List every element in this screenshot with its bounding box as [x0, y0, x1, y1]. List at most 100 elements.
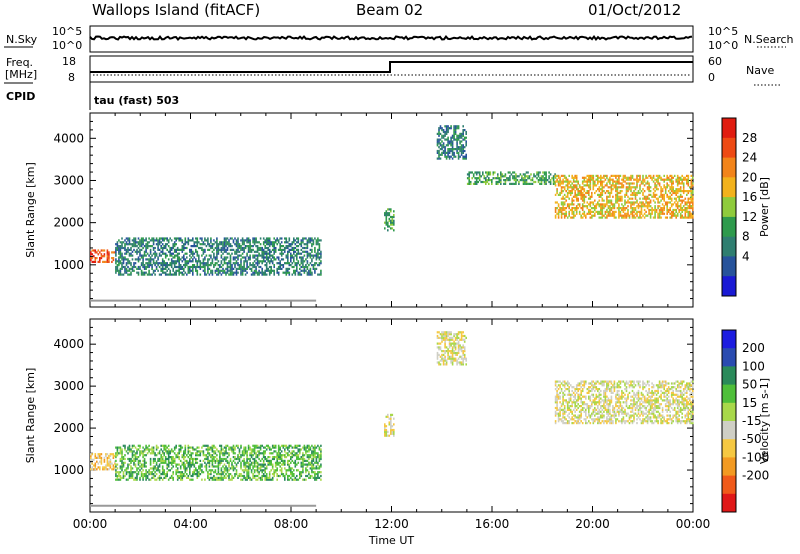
echo-cell: [581, 176, 584, 179]
echo-cell: [253, 264, 256, 267]
echo-cell: [441, 146, 443, 149]
echo-cell: [207, 452, 209, 455]
echo-cell: [90, 468, 92, 471]
echo-cell: [675, 216, 677, 219]
echo-cell: [601, 188, 604, 191]
echo-cell: [167, 465, 170, 468]
echo-cell: [216, 459, 218, 462]
echo-cell: [119, 476, 122, 479]
echo-cell: [274, 239, 277, 242]
echo-cell: [673, 174, 676, 177]
echo-cell: [317, 252, 319, 255]
echo-cell: [241, 474, 244, 478]
echo-cell: [315, 262, 318, 265]
echo-cell: [127, 265, 129, 269]
echo-cell: [202, 260, 205, 263]
echo-cell: [246, 450, 248, 453]
echo-cell: [684, 176, 687, 179]
echo-cell: [145, 265, 147, 269]
echo-cell: [639, 210, 641, 213]
echo-cell: [302, 265, 304, 269]
echo-cell: [540, 177, 543, 180]
echo-cell: [559, 207, 561, 210]
echo-cell: [157, 446, 159, 449]
echo-cell: [152, 252, 155, 255]
echo-cell: [309, 262, 312, 265]
echo-cell: [184, 452, 187, 455]
echo-cell: [243, 461, 245, 464]
echo-cell: [318, 252, 321, 255]
echo-cell: [462, 148, 464, 151]
echo-cell: [90, 462, 92, 465]
echo-cell: [169, 461, 171, 464]
echo-cell: [244, 256, 247, 259]
echo-cell: [294, 461, 297, 464]
echo-cell: [447, 144, 449, 147]
echo-cell: [247, 246, 250, 250]
echo-cell: [663, 197, 665, 200]
echo-cell: [308, 269, 310, 272]
echo-cell: [657, 201, 659, 204]
echo-cell: [288, 463, 291, 466]
echo-cell: [643, 197, 646, 200]
echo-cell: [204, 250, 206, 253]
echo-cell: [306, 474, 309, 478]
echo-cell: [210, 245, 212, 248]
echo-cell: [179, 459, 182, 462]
nave-label: Nave: [746, 64, 774, 77]
echo-cell: [676, 212, 679, 215]
echo-cell: [157, 248, 159, 251]
echo-cell: [264, 478, 266, 481]
echo-cell: [450, 125, 452, 128]
echo-cell: [256, 262, 259, 265]
echo-cell: [591, 210, 593, 213]
echo-cell: [591, 201, 593, 204]
echo-cell: [309, 254, 312, 257]
echo-cell: [252, 454, 254, 457]
echo-cell: [151, 448, 153, 451]
echo-cell: [139, 444, 141, 447]
echo-cell: [628, 216, 631, 219]
echo-cell: [220, 273, 223, 276]
echo-cell: [232, 256, 235, 259]
echo-cell: [610, 191, 613, 195]
echo-cell: [317, 250, 319, 253]
echo-cell: [175, 239, 177, 242]
echo-cell: [228, 461, 230, 464]
echo-cell: [462, 129, 464, 132]
echo-cell: [672, 190, 674, 193]
echo-cell: [586, 205, 589, 208]
echo-cell: [145, 474, 147, 478]
echo-cell: [646, 176, 649, 179]
echo-cell: [468, 175, 470, 178]
echo-cell: [145, 245, 147, 248]
echo-cell: [273, 245, 275, 248]
echo-cell: [267, 446, 269, 449]
echo-cell: [214, 246, 217, 250]
echo-cell: [169, 469, 171, 472]
echo-cell: [130, 271, 132, 274]
echo-cell: [201, 254, 203, 257]
echo-cell: [652, 193, 655, 196]
echo-cell: [133, 237, 135, 240]
echo-cell: [612, 188, 614, 191]
freq-tick-bottom: 8: [68, 71, 75, 84]
echo-cell: [217, 467, 220, 470]
echo-cell: [207, 461, 209, 464]
echo-cell: [302, 250, 304, 253]
echo-cell: [169, 250, 171, 253]
echo-cell: [569, 203, 572, 206]
echo-cell: [287, 241, 289, 244]
echo-cell: [673, 190, 676, 193]
echo-cell: [556, 188, 558, 191]
echo-cell: [480, 175, 482, 178]
echo-cell: [500, 182, 502, 185]
echo-cell: [636, 174, 638, 177]
echo-cell: [456, 138, 458, 141]
echo-cell: [306, 252, 309, 255]
echo-cell: [103, 260, 106, 263]
echo-cell: [387, 221, 389, 224]
echo-cell: [554, 176, 557, 179]
echo-cell: [228, 476, 230, 479]
echo-cell: [385, 430, 388, 433]
